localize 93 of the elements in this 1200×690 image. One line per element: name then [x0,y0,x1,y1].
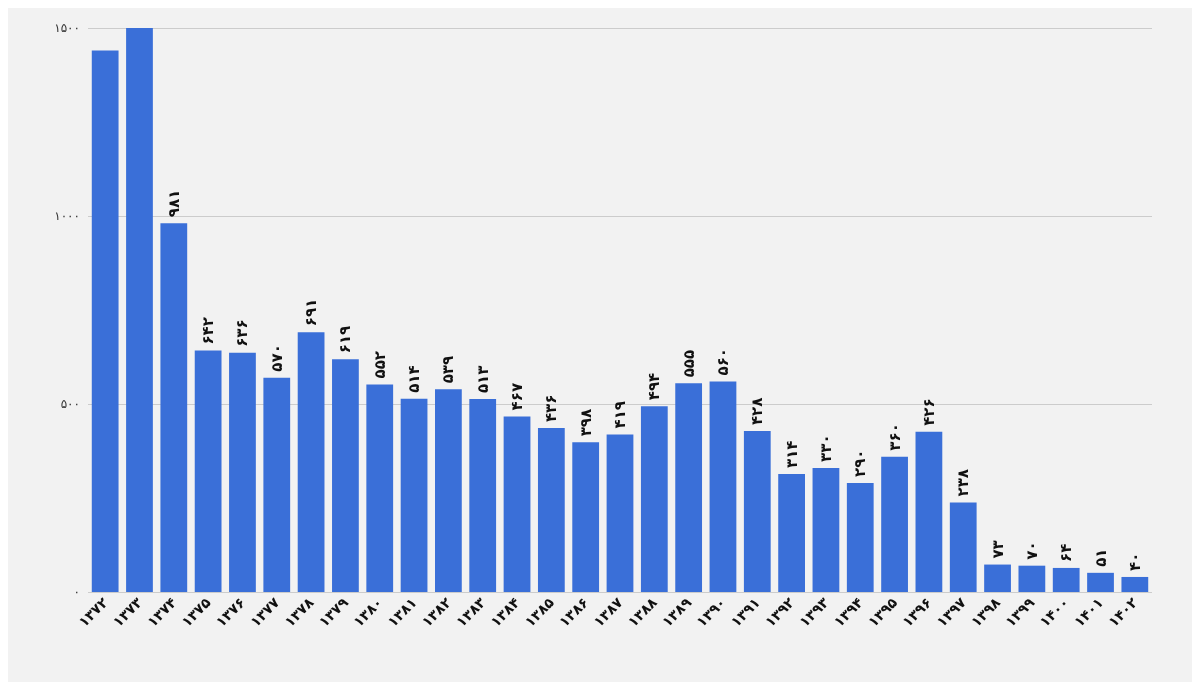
bar [297,332,325,592]
x-tick-label: ۱۳۷۷ [246,594,283,630]
y-tick-label: ۵۰۰ [60,397,80,411]
x-tick-label: ۱۳۹۹ [1002,594,1038,630]
x-tick-label: ۱۳۸۸ [624,594,661,630]
data-label: ۵۱۴ [405,365,424,393]
data-label: ۷۳ [988,540,1007,559]
x-tick-label: ۱۳۸۵ [521,594,558,630]
bar [332,359,359,592]
data-label: ۴۱۹ [611,400,629,429]
bar [160,223,188,592]
data-label: ۵۳۹ [439,355,458,384]
bar [229,352,256,592]
x-tick-label: ۱۳۸۳ [452,594,489,630]
x-tick-label: ۱۳۸۲ [418,594,455,630]
data-label: ۵۱۳ [473,365,492,394]
data-label: ۷۰ [1022,541,1041,560]
data-label: ۵۱ [1091,548,1110,567]
data-label: ۳۱۴ [782,440,801,468]
bar [435,389,462,592]
x-tick-label: ۱۳۸۶ [555,594,592,630]
bar [469,399,497,592]
bar [91,50,119,592]
bar [743,431,771,592]
data-label: ۳۹۸ [576,408,595,437]
x-tick-label: ۱۳۷۶ [212,594,249,630]
data-label: ۵۷۰ [267,344,286,372]
bar [640,406,668,592]
x-tick-label: ۱۳۹۰ [693,594,729,630]
data-label: ۴۶۷ [508,382,527,411]
x-tick-label: ۱۳۸۰ [349,594,386,630]
x-tick-label: ۱۳۹۲ [761,594,798,630]
data-label: ۹۸۱ [164,189,183,218]
data-label: ۴۹۴ [645,372,664,401]
x-tick-label: ۱۴۰۱ [1070,594,1107,630]
bar [503,416,531,592]
bar [949,502,977,592]
bar [984,564,1011,592]
bar [572,442,600,592]
x-tick-label: ۱۴۰۲ [1105,594,1141,630]
bar [263,377,291,592]
x-tick-label: ۱۳۹۷ [933,594,970,630]
x-tick-label: ۱۳۹۵ [864,594,901,630]
x-tick-label: ۱۳۷۸ [281,594,318,630]
bar [400,398,428,592]
data-label: ۶۱۹ [336,325,355,354]
x-tick-label: ۱۳۷۴ [144,594,180,630]
bar [606,434,634,592]
data-label: ۲۳۸ [954,469,973,497]
x-tick-label: ۱۳۸۴ [487,594,524,630]
bar [881,456,908,592]
data-label: ۶۴ [1057,543,1076,562]
data-label: ۲۹۰ [851,449,870,477]
bar [812,467,840,592]
bar [126,28,153,592]
bar [915,431,943,592]
bar [537,428,565,592]
data-label: ۶۳۶ [233,319,252,347]
y-tick-label: ۱۰۰۰ [54,209,80,223]
x-tick-label: ۱۳۹۶ [899,594,935,630]
x-tick-label: ۱۳۸۹ [658,594,695,630]
bar [1018,565,1046,592]
data-label: ۴۲۶ [919,398,938,426]
data-label: ۶۹۱ [302,298,321,327]
data-label: ۴۰ [1125,552,1144,571]
data-label: ۵۵۲ [370,350,389,379]
x-tick-label: ۱۳۷۵ [178,594,215,630]
x-tick-label: ۱۳۹۱ [727,594,763,630]
data-label: ۵۶۰ [713,347,732,376]
bar [194,350,222,592]
x-tick-label: ۱۳۹۳ [796,594,832,630]
x-tick-label: ۱۳۸۷ [590,594,626,630]
data-label: ۴۲۸ [748,397,767,426]
bar [366,384,394,592]
x-tick-label: ۱۳۷۹ [315,594,352,630]
x-tick-label: ۱۳۷۳ [109,594,146,630]
data-label: ۴۳۶ [542,394,561,423]
bar [1121,576,1149,592]
x-tick-label: ۱۳۹۸ [967,594,1004,630]
x-tick-label: ۱۴۰۰ [1036,594,1072,630]
bar [846,482,874,592]
data-label: ۵۵۵ [679,349,698,378]
data-label: ۳۳۰ [816,434,835,462]
bar [1087,572,1114,592]
bar [778,473,805,592]
bar [675,383,703,592]
y-tick-label: ۱۵۰۰ [54,21,80,35]
bar [1052,567,1080,592]
x-tick-label: ۱۳۸۱ [384,594,420,630]
x-tick-label: ۱۳۹۴ [830,594,867,630]
bar [709,381,737,592]
data-label: ۳۶۰ [885,423,904,451]
data-label: ۶۴۲ [199,317,218,345]
